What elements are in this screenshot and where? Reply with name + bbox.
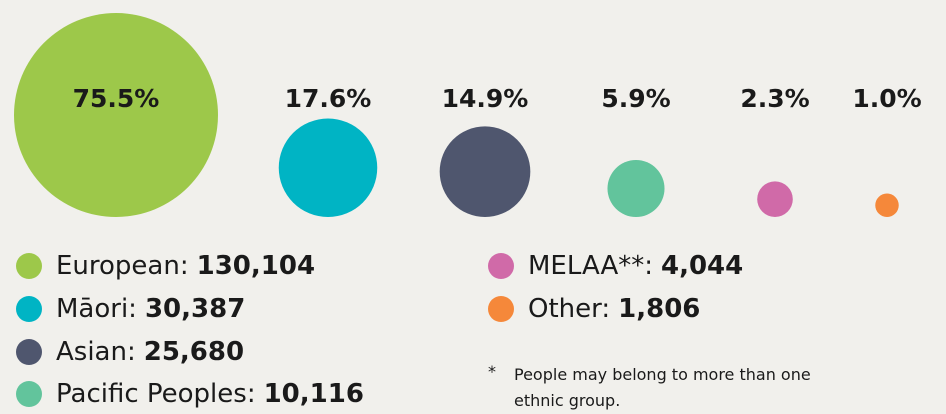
bubble: [875, 193, 899, 218]
legend-item: Māori: 30,387: [16, 294, 245, 324]
legend-item: Pacific Peoples: 10,116: [16, 379, 364, 409]
legend-label: Other:: [528, 294, 611, 324]
legend-label: Māori:: [56, 294, 137, 324]
legend-item: Other: 1,806: [488, 294, 700, 324]
legend-count: 1,806: [618, 294, 701, 324]
legend-swatch: [16, 339, 42, 365]
legend-item: MELAA**: 4,044: [488, 251, 743, 281]
value-label: 5.9%: [601, 84, 670, 113]
legend-count: 130,104: [196, 251, 316, 281]
bubble: [439, 126, 531, 217]
legend-count: 4,044: [661, 251, 744, 281]
legend-swatch: [488, 253, 514, 279]
legend-label: Pacific Peoples:: [56, 379, 256, 409]
value-label: 75.5%: [73, 84, 160, 113]
footnote-marker: *: [488, 362, 496, 381]
legend-swatch: [16, 296, 42, 322]
bubble: [14, 13, 218, 217]
value-label: 2.3%: [740, 84, 809, 113]
footnote-text: People may belong to more than one ethni…: [514, 365, 811, 410]
legend-count: 30,387: [144, 294, 246, 324]
bubble-chart: 75.5% 17.6% 14.9% 5.9% 2.3% 1.0%: [14, 13, 922, 218]
bubble: [607, 159, 665, 217]
bubble: [757, 181, 793, 218]
legend-swatch: [16, 381, 42, 407]
legend-swatch: [16, 253, 42, 279]
legend-count: 10,116: [263, 379, 364, 409]
value-label: 14.9%: [442, 84, 529, 113]
value-label: 17.6%: [285, 84, 372, 113]
legend-swatch: [488, 296, 514, 322]
legend-item: European: 130,104: [16, 251, 315, 281]
legend-item: Asian: 25,680: [16, 337, 244, 367]
legend-label: European:: [56, 251, 189, 281]
footnote: * People may belong to more than one eth…: [488, 362, 844, 414]
legend-label: MELAA**:: [528, 251, 653, 281]
bubble: [278, 118, 378, 217]
value-label: 1.0%: [852, 84, 921, 113]
legend-count: 25,680: [143, 337, 245, 367]
legend-label: Asian:: [56, 337, 136, 367]
